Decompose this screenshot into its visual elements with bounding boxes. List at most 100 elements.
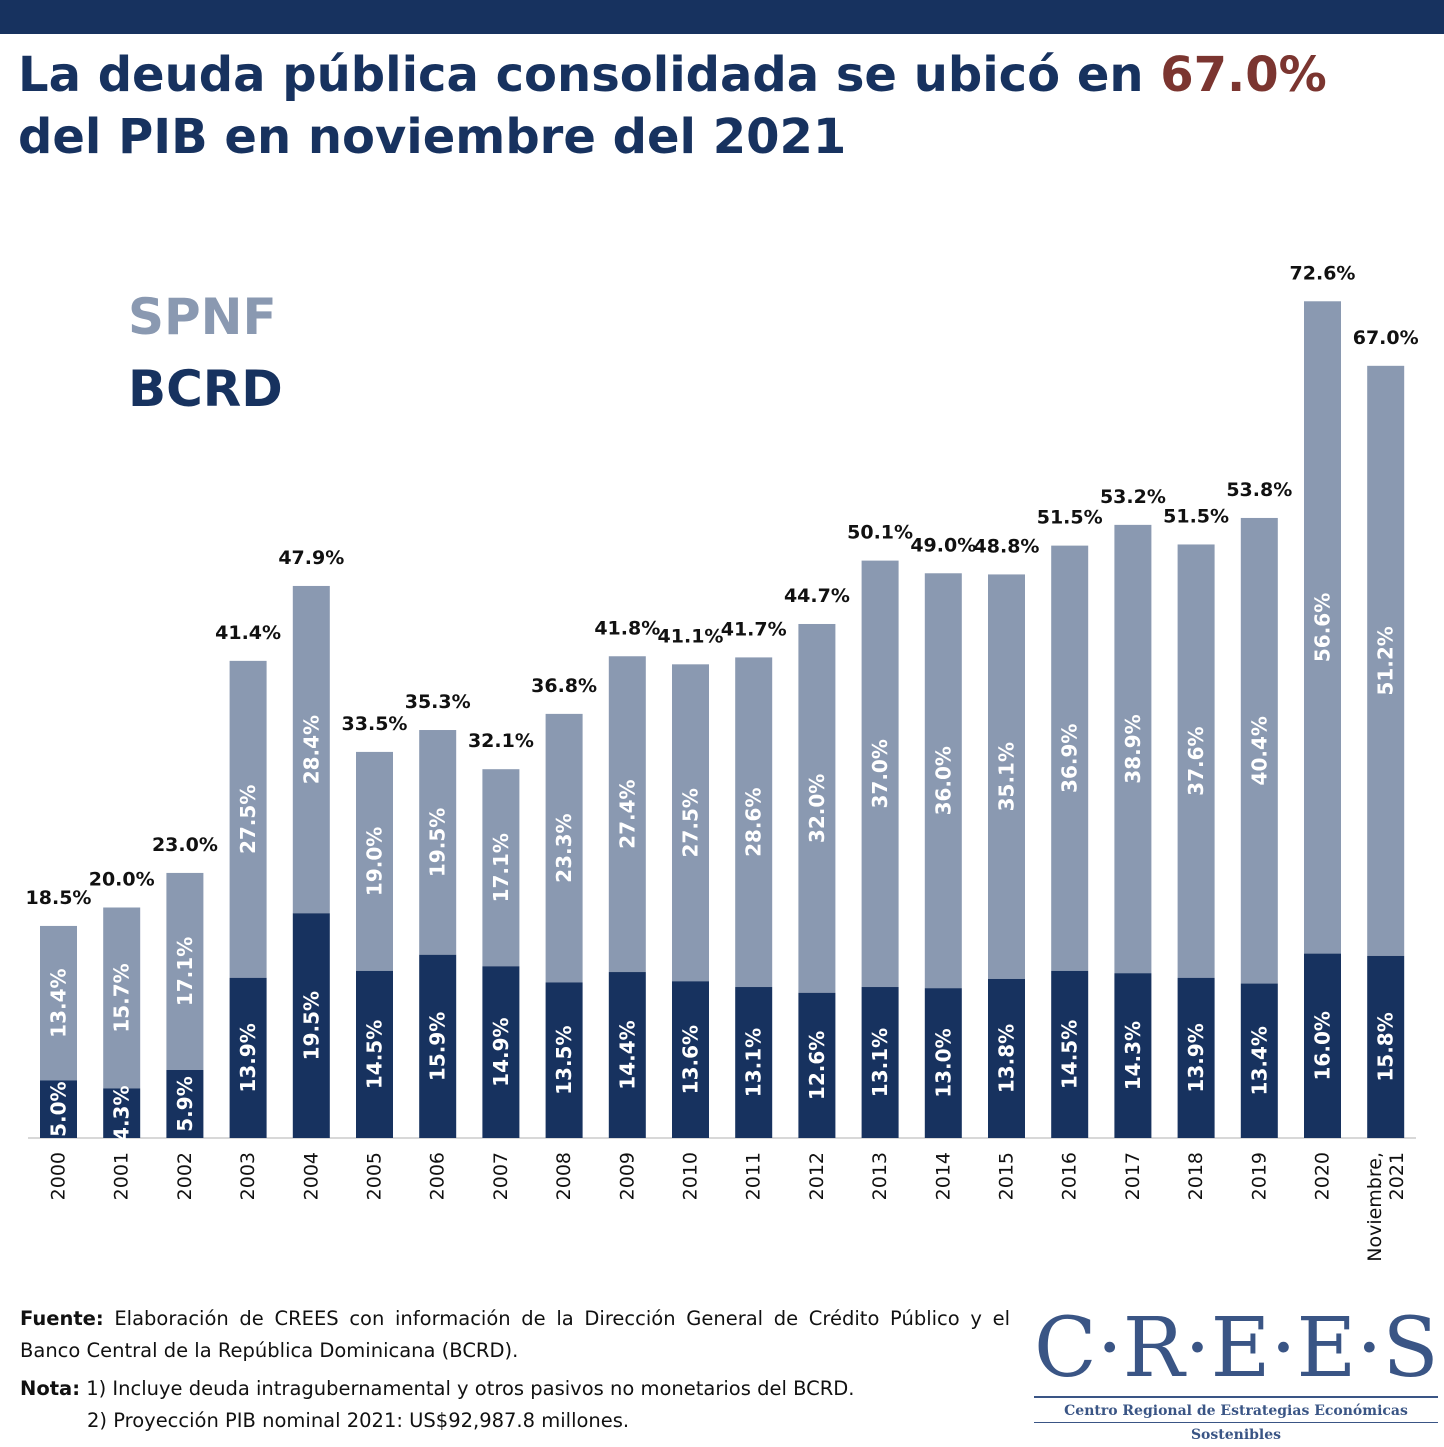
- note-label: Nota:: [20, 1377, 80, 1400]
- note-text-1: 1) Incluye deuda intragubernamental y ot…: [80, 1377, 855, 1400]
- source-text: Elaboración de CREES con información de …: [20, 1307, 1010, 1362]
- data-label-total: 41.4%: [215, 622, 281, 644]
- bar-bcrd: [1177, 977, 1215, 1138]
- data-label-bcrd: 14.3%: [1121, 1021, 1145, 1090]
- data-label-spnf: 19.0%: [363, 827, 387, 896]
- data-label-spnf: 15.7%: [110, 963, 134, 1032]
- data-label-total: 47.9%: [278, 547, 344, 569]
- x-tick-label: 2013: [869, 1152, 891, 1200]
- bar-bcrd: [419, 954, 457, 1138]
- title-part1: La deuda pública consolidada se ubicó en: [18, 47, 1161, 103]
- data-label-spnf: 37.0%: [868, 739, 892, 808]
- data-label-bcrd: 13.9%: [236, 1023, 260, 1092]
- data-label-total: 23.0%: [152, 834, 218, 856]
- x-tick-label: 2011: [743, 1152, 765, 1200]
- data-label-spnf: 38.9%: [1121, 714, 1145, 783]
- data-label-total: 50.1%: [847, 522, 913, 544]
- data-label-bcrd: 12.6%: [805, 1031, 829, 1100]
- bar-bcrd: [1367, 955, 1405, 1138]
- bar-spnf: [608, 656, 646, 973]
- legend-spnf: SPNF: [128, 288, 277, 346]
- bar-bcrd: [1114, 973, 1152, 1138]
- x-tick-label: 2001: [111, 1152, 133, 1200]
- data-label-total: 41.8%: [594, 617, 660, 639]
- data-label-bcrd: 14.5%: [363, 1020, 387, 1089]
- data-label-bcrd: 4.3%: [110, 1085, 134, 1140]
- data-label-total: 35.3%: [405, 691, 471, 713]
- data-label-spnf: 23.3%: [552, 813, 576, 882]
- data-label-total: 36.8%: [531, 675, 597, 697]
- data-label-bcrd: 14.4%: [615, 1020, 639, 1089]
- data-label-bcrd: 19.5%: [299, 991, 323, 1060]
- data-label-spnf: 27.5%: [679, 788, 703, 857]
- bar-spnf: [482, 769, 520, 967]
- data-label-bcrd: 14.5%: [1058, 1020, 1082, 1089]
- bar-spnf: [1304, 301, 1341, 954]
- data-label-spnf: 56.6%: [1311, 593, 1335, 662]
- x-tick-label: 2012: [806, 1152, 828, 1200]
- x-tick-label: 2020: [1312, 1152, 1334, 1200]
- x-tick-label: 2000: [48, 1152, 70, 1200]
- bar-bcrd: [1304, 953, 1341, 1138]
- data-label-spnf: 40.4%: [1247, 716, 1271, 785]
- data-label-spnf: 36.9%: [1058, 724, 1082, 793]
- crees-logo: C·R·E·E·S: [1034, 1301, 1439, 1396]
- data-label-total: 51.5%: [1037, 507, 1103, 529]
- bar-spnf: [924, 573, 962, 989]
- bar-spnf: [1367, 365, 1405, 956]
- bar-bcrd: [608, 972, 646, 1138]
- logo-rule-top: [1034, 1396, 1438, 1398]
- data-label-total: 41.1%: [658, 625, 724, 647]
- data-label-spnf: 17.1%: [173, 937, 197, 1006]
- bar-spnf: [861, 560, 899, 988]
- data-label-spnf: 27.5%: [236, 785, 260, 854]
- data-label-bcrd: 13.9%: [1184, 1023, 1208, 1092]
- x-tick-label: 2009: [616, 1152, 638, 1200]
- bar-spnf: [419, 730, 457, 955]
- x-tick-label: 2002: [174, 1152, 196, 1200]
- header-band: [0, 0, 1444, 34]
- bar-spnf: [1240, 517, 1278, 984]
- data-label-bcrd: 13.5%: [552, 1026, 576, 1095]
- bar-bcrd: [861, 987, 899, 1138]
- bar-spnf: [735, 657, 773, 988]
- footer-note: Nota: 1) Incluye deuda intragubernamenta…: [20, 1373, 1010, 1405]
- data-label-total: 72.6%: [1290, 262, 1356, 284]
- logo-subtitle: Centro Regional de Estrategias Económica…: [1064, 1403, 1408, 1443]
- x-tick-label: 2006: [427, 1152, 449, 1200]
- data-label-bcrd: 5.0%: [47, 1081, 71, 1136]
- bar-bcrd: [924, 988, 962, 1138]
- bar-spnf: [1114, 524, 1152, 974]
- data-label-spnf: 13.4%: [47, 968, 71, 1037]
- bar-bcrd: [292, 913, 330, 1138]
- data-label-total: 49.0%: [910, 534, 976, 556]
- x-tick-label: 2008: [553, 1152, 575, 1200]
- data-label-bcrd: 13.8%: [995, 1024, 1019, 1093]
- x-tick-label: 2003: [237, 1152, 259, 1200]
- x-tick-label: 2010: [680, 1152, 702, 1200]
- data-label-spnf: 36.0%: [931, 746, 955, 815]
- x-tick-label: Noviembre,2021: [1364, 1152, 1408, 1262]
- bar-spnf: [988, 574, 1025, 979]
- data-label-total: 48.8%: [974, 535, 1040, 557]
- bar-bcrd: [798, 992, 836, 1138]
- data-label-bcrd: 5.9%: [173, 1076, 197, 1131]
- footer-source: Fuente: Elaboración de CREES con informa…: [20, 1303, 1010, 1367]
- data-label-spnf: 37.6%: [1184, 726, 1208, 795]
- bar-bcrd: [988, 978, 1025, 1138]
- data-label-total: 33.5%: [342, 713, 408, 735]
- footer-note-2: 2) Proyección PIB nominal 2021: US$92,98…: [87, 1409, 630, 1432]
- bar-spnf: [356, 751, 393, 971]
- bar-bcrd: [229, 977, 267, 1138]
- x-tick-label: 2016: [1059, 1152, 1081, 1200]
- data-label-bcrd: 15.8%: [1374, 1012, 1398, 1081]
- bar-bcrd: [356, 970, 393, 1138]
- bar-bcrd: [166, 1070, 204, 1138]
- title-part2: del PIB en noviembre del 2021: [18, 109, 847, 165]
- bar-spnf: [672, 664, 709, 982]
- data-label-total: 51.5%: [1163, 505, 1229, 527]
- bar-bcrd: [1240, 983, 1278, 1138]
- x-tick-label: 2004: [300, 1152, 322, 1200]
- bar-spnf: [545, 713, 583, 983]
- bar-spnf: [1177, 544, 1215, 978]
